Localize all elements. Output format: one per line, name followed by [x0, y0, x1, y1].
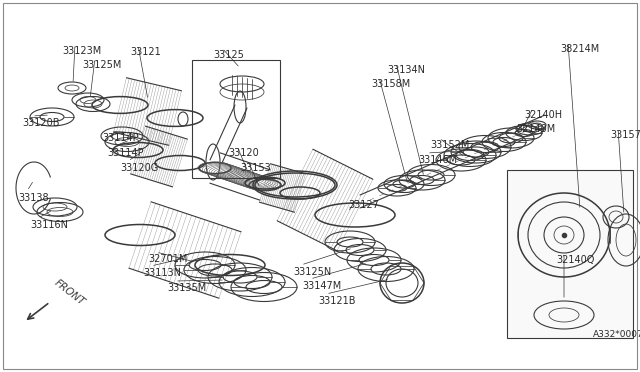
Text: 33120B: 33120B — [22, 118, 60, 128]
Text: 32140M: 32140M — [516, 124, 556, 134]
Text: 33114P: 33114P — [102, 133, 139, 143]
Text: 33116N: 33116N — [30, 220, 68, 230]
Text: 33157M: 33157M — [610, 130, 640, 140]
Text: 32701M: 32701M — [148, 254, 188, 264]
Text: 33121: 33121 — [130, 47, 161, 57]
Text: A332*0007: A332*0007 — [593, 330, 640, 339]
Text: 33153: 33153 — [240, 163, 271, 173]
Text: 33146M: 33146M — [418, 155, 457, 165]
Text: 33134N: 33134N — [387, 65, 425, 75]
Text: 38214M: 38214M — [560, 44, 599, 54]
Text: 33125: 33125 — [213, 50, 244, 60]
Text: 33127: 33127 — [348, 200, 379, 210]
Text: 32140Q: 32140Q — [556, 255, 595, 265]
Bar — [192, 60, 280, 178]
Text: 33123M: 33123M — [62, 46, 101, 56]
Text: 33113N: 33113N — [143, 268, 181, 278]
Text: 33135M: 33135M — [167, 283, 206, 293]
Text: 33125N: 33125N — [293, 267, 332, 277]
Text: 33120: 33120 — [228, 148, 259, 158]
Text: 33121B: 33121B — [318, 296, 355, 306]
Text: 33125M: 33125M — [82, 60, 122, 70]
Text: 33138: 33138 — [18, 193, 49, 203]
Text: 33147M: 33147M — [302, 281, 341, 291]
Text: FRONT: FRONT — [52, 277, 86, 307]
Bar — [507, 170, 633, 338]
Text: 33120G: 33120G — [120, 163, 158, 173]
Text: 33152M: 33152M — [430, 140, 469, 150]
Text: 32140H: 32140H — [524, 110, 562, 120]
Text: 33158M: 33158M — [371, 79, 410, 89]
Text: 33114P: 33114P — [107, 148, 143, 158]
